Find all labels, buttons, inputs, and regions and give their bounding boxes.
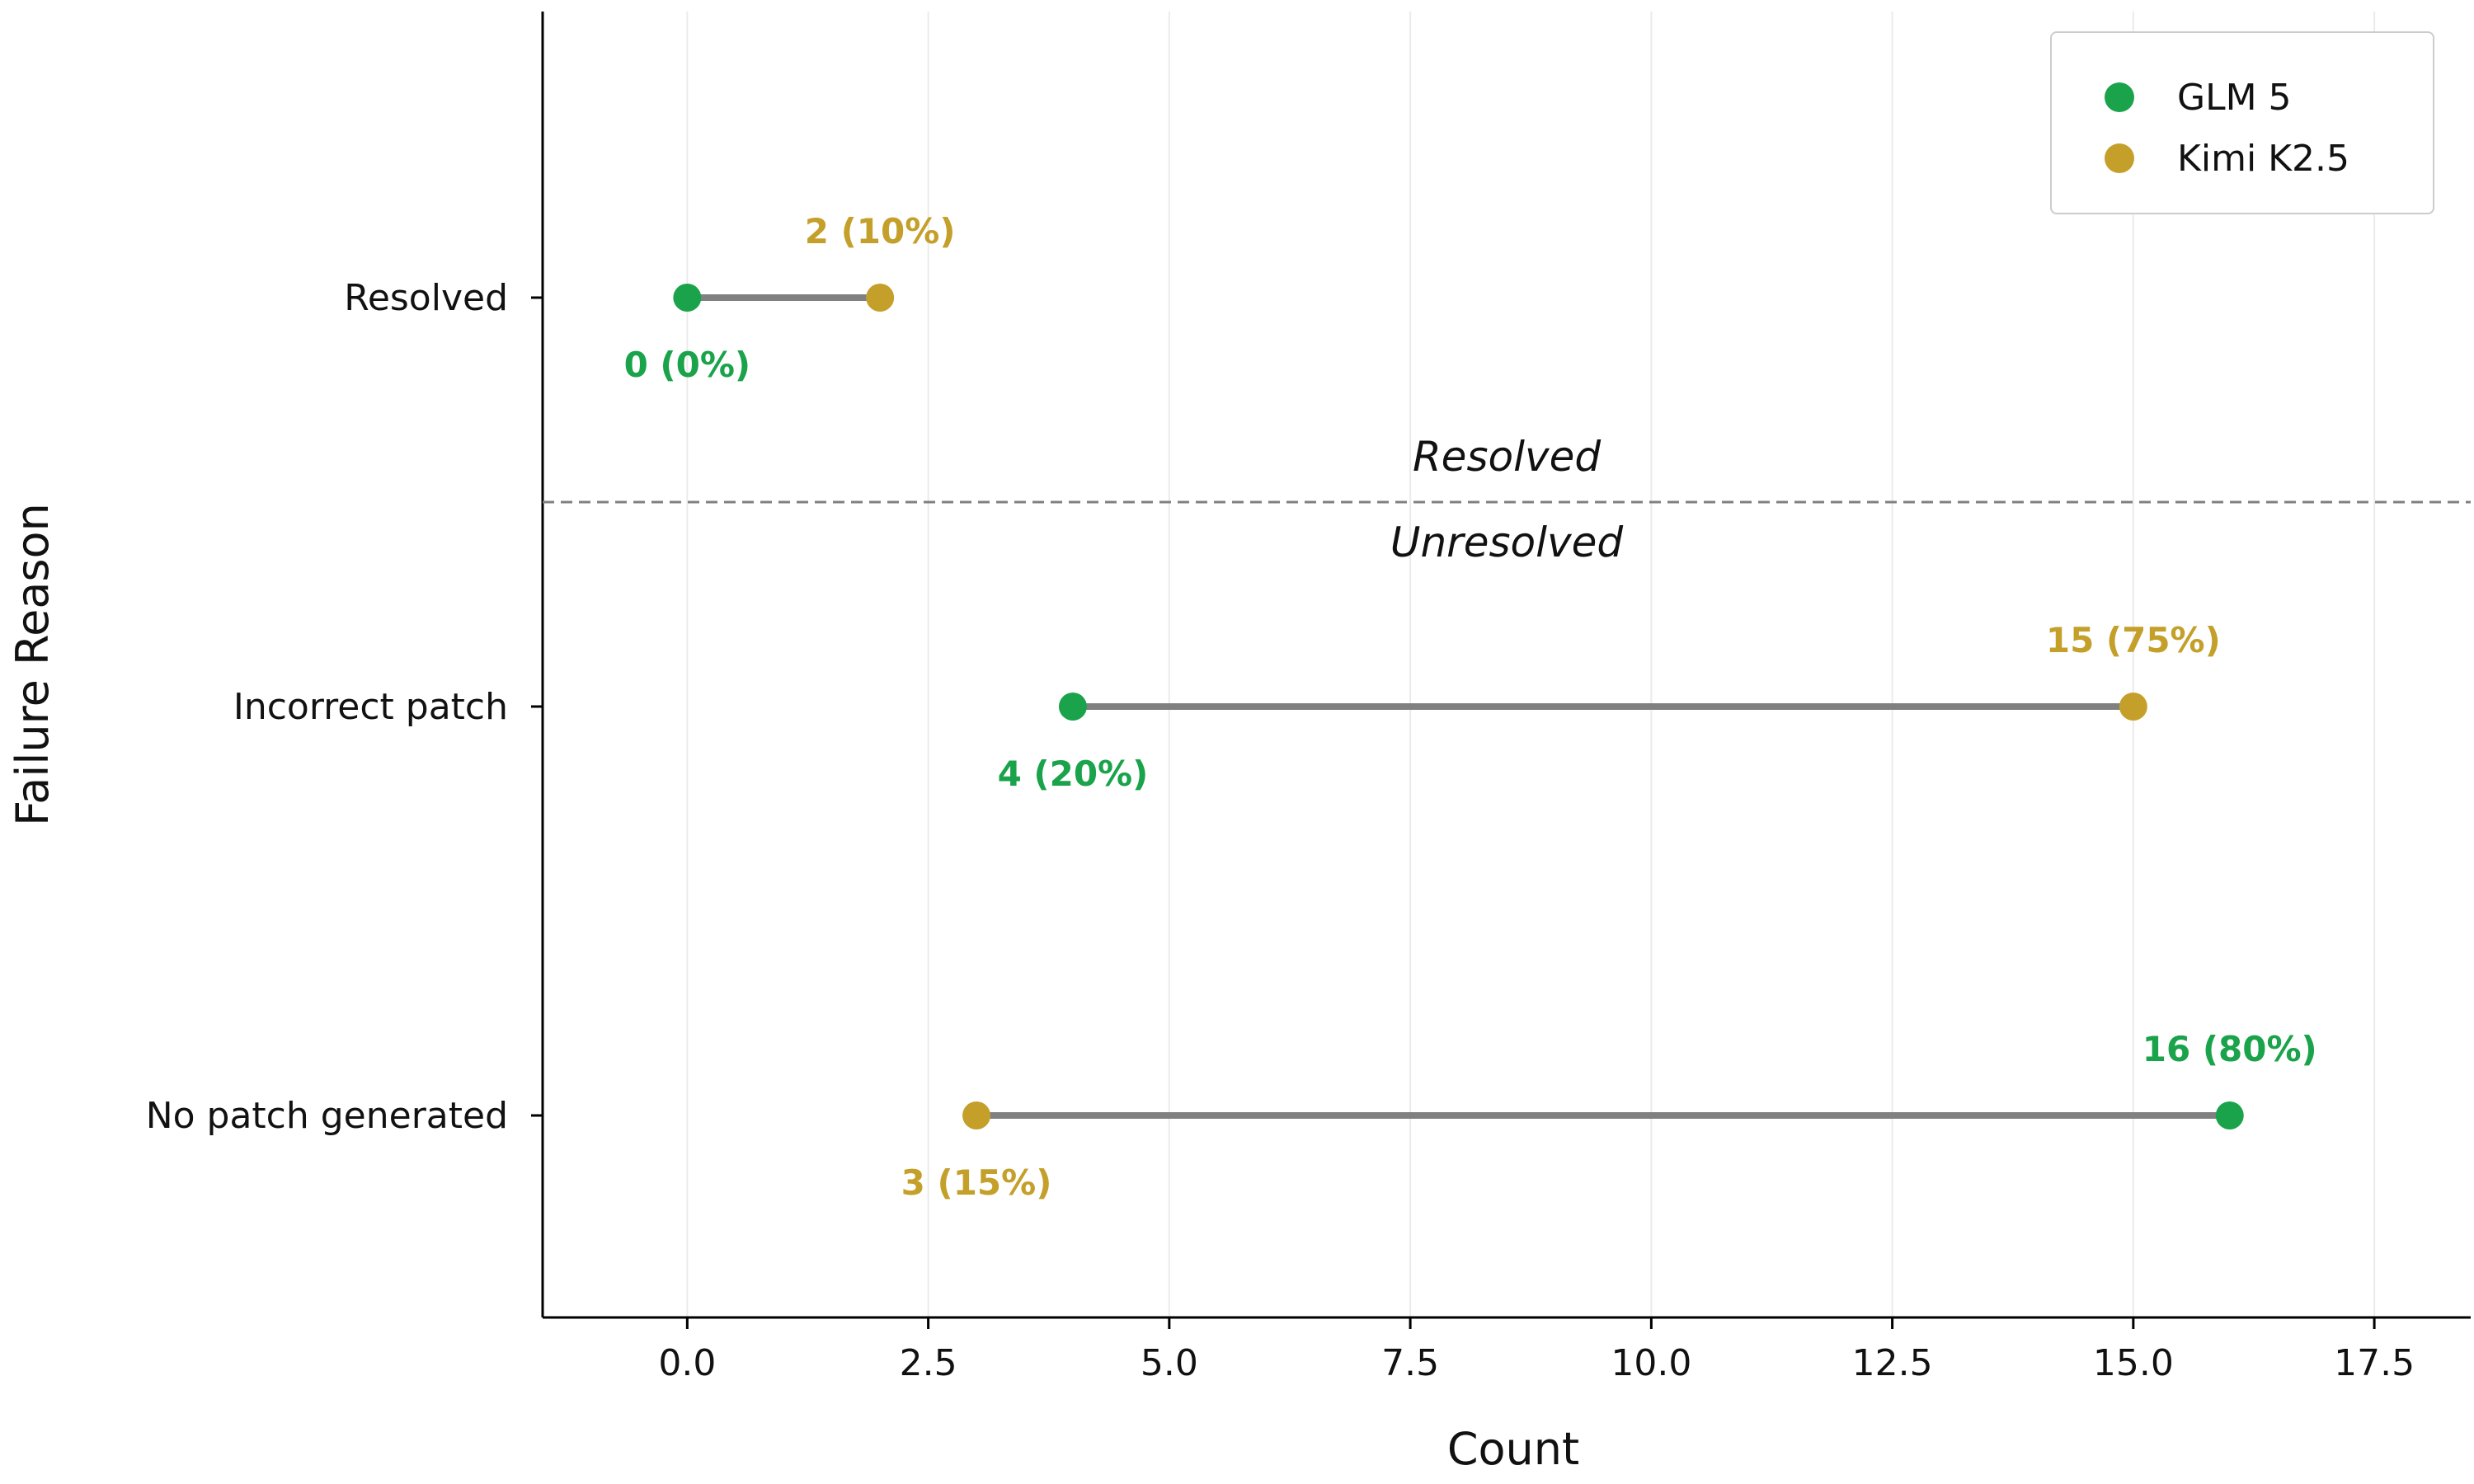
- point-glm5-2: [2215, 1101, 2244, 1129]
- x-tick-label-4: 10.0: [1611, 1342, 1691, 1384]
- separator-label-above: Resolved: [1413, 433, 1601, 481]
- data-label-glm5-0: 0 (0%): [624, 345, 751, 385]
- y-tick-label-0: Resolved: [344, 277, 508, 319]
- point-glm5-1: [1058, 693, 1087, 721]
- x-tick-label-0: 0.0: [658, 1342, 716, 1384]
- legend-item-glm5: GLM 5: [2105, 73, 2292, 122]
- data-label-kimi-1: 15 (75%): [2046, 620, 2221, 660]
- x-tick-label-2: 5.0: [1141, 1342, 1198, 1384]
- point-kimi-1: [2119, 693, 2147, 721]
- x-tick-label-1: 2.5: [900, 1342, 957, 1384]
- legend-marker-glm5: [2105, 82, 2134, 112]
- legend-item-kimi: Kimi K2.5: [2105, 134, 2349, 183]
- data-label-kimi-0: 2 (10%): [805, 211, 956, 251]
- point-glm5-0: [673, 284, 702, 312]
- data-label-glm5-1: 4 (20%): [998, 754, 1149, 794]
- point-kimi-0: [866, 284, 895, 312]
- x-tick-label-5: 12.5: [1852, 1342, 1933, 1384]
- legend-label-glm5: GLM 5: [2177, 76, 2292, 119]
- y-axis-title: Failure Reason: [7, 503, 59, 826]
- legend: GLM 5 Kimi K2.5: [2050, 31, 2434, 214]
- x-tick-label-6: 15.0: [2093, 1342, 2174, 1384]
- legend-label-kimi: Kimi K2.5: [2177, 137, 2349, 180]
- x-tick-label-7: 17.5: [2334, 1342, 2415, 1384]
- x-tick-label-3: 7.5: [1381, 1342, 1439, 1384]
- x-axis-title: Count: [1447, 1423, 1579, 1475]
- point-kimi-2: [962, 1101, 991, 1129]
- y-tick-label-2: No patch generated: [146, 1095, 508, 1137]
- y-tick-label-1: Incorrect patch: [233, 686, 508, 728]
- data-label-kimi-2: 3 (15%): [901, 1162, 1052, 1203]
- data-label-glm5-2: 16 (80%): [2142, 1029, 2317, 1069]
- legend-marker-kimi: [2105, 143, 2134, 173]
- separator-label-below: Unresolved: [1390, 519, 1623, 566]
